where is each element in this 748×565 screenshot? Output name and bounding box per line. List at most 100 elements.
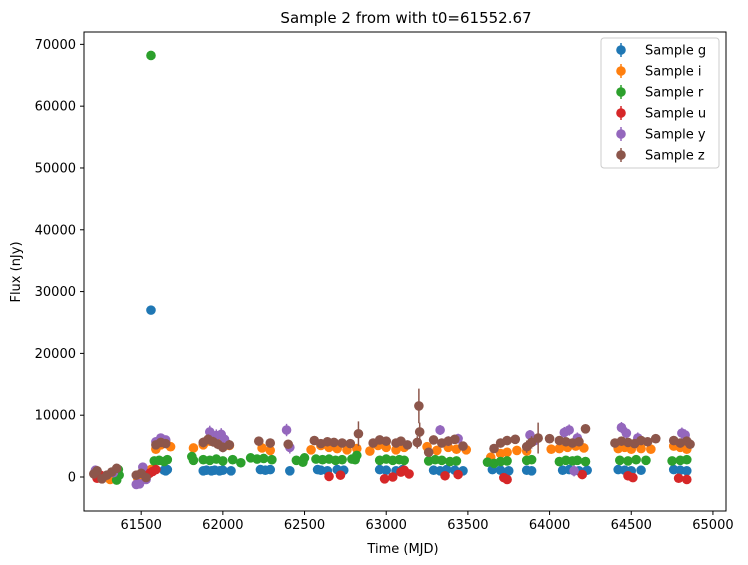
data-point: [636, 443, 646, 454]
y-tick-label: 40000: [35, 223, 76, 238]
data-point: [526, 454, 537, 465]
data-point: [503, 466, 514, 476]
legend-label: Sample r: [645, 86, 704, 101]
data-point: [265, 438, 276, 448]
data-point: [428, 435, 439, 445]
data-point: [218, 456, 228, 466]
data-point: [224, 440, 235, 450]
legend-marker: [616, 108, 626, 118]
x-tick-label: 65000: [692, 518, 733, 533]
data-point: [615, 455, 625, 466]
data-point: [502, 447, 512, 458]
legend-marker: [616, 45, 626, 55]
data-point: [381, 465, 392, 476]
data-point: [631, 454, 641, 465]
data-point: [337, 438, 347, 448]
data-point: [402, 440, 413, 450]
legend-item: Sample i: [616, 64, 702, 80]
data-point: [285, 466, 295, 476]
data-point: [92, 466, 102, 476]
data-point: [162, 464, 173, 475]
data-point: [391, 445, 401, 455]
legend-label: Sample u: [645, 107, 706, 122]
data-point: [681, 454, 692, 465]
data-point: [458, 441, 468, 451]
legend-label: Sample i: [645, 65, 702, 80]
y-tick-label: 30000: [35, 285, 76, 300]
data-point: [236, 457, 246, 468]
data-point: [667, 456, 677, 466]
data-point: [412, 437, 423, 448]
data-point: [265, 445, 276, 456]
data-point: [141, 472, 151, 483]
legend-item: Sample u: [616, 106, 706, 122]
data-point: [218, 465, 228, 476]
legend-marker: [616, 150, 626, 160]
y-tick-label: 50000: [35, 161, 76, 176]
data-point: [337, 454, 347, 465]
data-point: [554, 443, 565, 454]
data-point: [299, 453, 310, 463]
data-point: [379, 474, 390, 484]
y-tick-label: 0: [68, 471, 76, 486]
data-point: [253, 436, 264, 446]
y-tick-label: 60000: [35, 100, 76, 115]
data-point: [636, 465, 646, 476]
legend: Sample g Sample i Sample r Sample u Sample y…: [600, 37, 720, 169]
legend-marker: [616, 66, 626, 76]
y-axis-label: Flux (nJy): [9, 241, 24, 302]
x-tick-label: 61500: [120, 518, 161, 533]
legend-label: Sample z: [645, 149, 705, 164]
data-point: [227, 454, 238, 465]
x-tick-label: 64500: [611, 518, 652, 533]
data-point: [188, 443, 199, 453]
data-point: [226, 466, 236, 476]
x-axis: 61500 62000 62500 63000 63500 64000 64500 65000: [120, 511, 734, 533]
data-point: [646, 444, 656, 454]
data-point: [650, 433, 661, 444]
data-point: [335, 470, 346, 480]
data-point: [502, 474, 512, 485]
legend-marker: [616, 129, 626, 139]
data-point: [111, 463, 122, 474]
data-point: [546, 444, 557, 454]
data-point: [414, 401, 424, 411]
data-point: [544, 433, 555, 444]
y-tick-label: 10000: [35, 409, 76, 424]
data-point: [577, 469, 588, 480]
data-point: [502, 456, 512, 466]
data-point: [432, 445, 442, 456]
data-point: [681, 466, 692, 476]
data-point: [453, 469, 463, 480]
data-point: [533, 433, 543, 443]
data-point: [352, 443, 362, 454]
data-point: [353, 428, 364, 439]
data-point: [685, 439, 695, 450]
data-point: [258, 453, 269, 464]
data-point: [623, 456, 633, 466]
data-point: [404, 469, 414, 479]
data-point: [151, 464, 161, 475]
data-point: [345, 438, 356, 449]
data-point: [436, 455, 447, 466]
series-sample-z: [89, 388, 695, 484]
data-point: [681, 474, 692, 485]
data-point: [283, 439, 293, 450]
data-point: [450, 434, 460, 445]
x-tick-label: 62000: [202, 518, 243, 533]
legend-item: Sample r: [616, 85, 704, 101]
x-tick-label: 63000: [366, 518, 407, 533]
data-point: [440, 470, 450, 481]
data-point: [352, 450, 362, 461]
data-point: [329, 437, 339, 448]
data-point: [502, 435, 512, 446]
x-tick-label: 63500: [447, 518, 488, 533]
data-point: [451, 456, 462, 466]
data-point: [642, 436, 653, 447]
series-sample-u: [92, 464, 692, 485]
data-point: [162, 454, 173, 465]
chart-title: Sample 2 from with t0=61552.67: [280, 9, 531, 27]
data-point: [628, 472, 638, 483]
data-point: [512, 445, 522, 456]
